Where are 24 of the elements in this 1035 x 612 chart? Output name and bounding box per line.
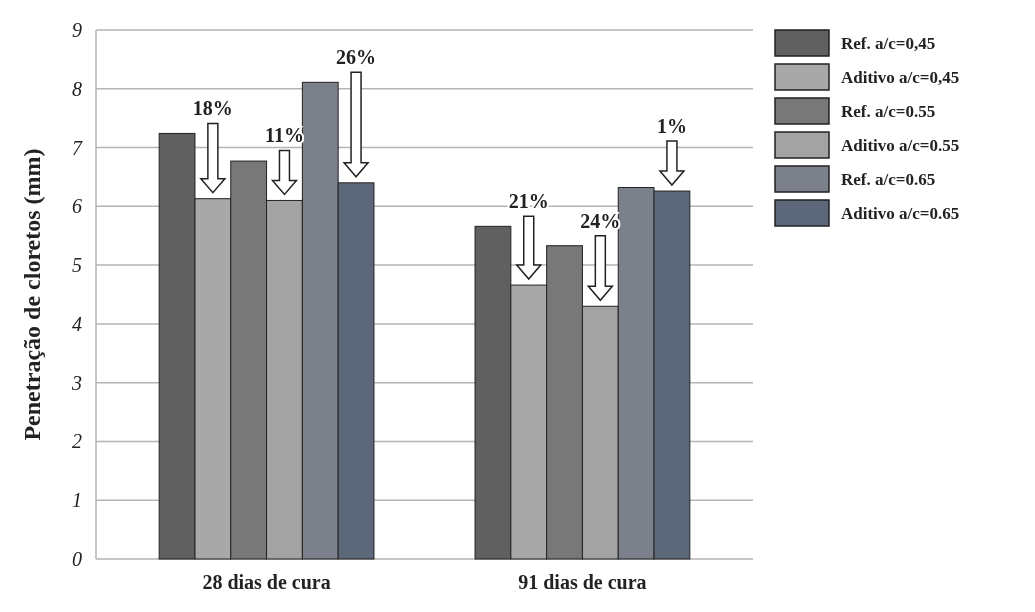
y-tick-label: 8 <box>72 77 82 100</box>
y-tick-label: 9 <box>72 19 82 41</box>
y-axis-title: Penetração de cloretos (mm) <box>19 148 45 441</box>
x-tick-label: 91 dias de cura <box>518 571 647 593</box>
legend-label: Ref. a/c=0,45 <box>841 33 936 53</box>
y-tick-label: 6 <box>72 195 82 218</box>
annotation: 21% <box>508 190 549 213</box>
y-tick-label: 1 <box>72 489 82 512</box>
legend-label: Aditivo a/c=0.65 <box>841 203 960 223</box>
y-tick-label: 3 <box>71 371 82 394</box>
y-tick-label: 7 <box>72 136 83 159</box>
legend-label: Aditivo a/c=0,45 <box>841 67 960 87</box>
x-tick-label: 28 dias de cura <box>202 571 331 593</box>
y-tick-label: 0 <box>72 548 82 570</box>
legend-label: Ref. a/c=0.65 <box>841 169 936 189</box>
y-tick-label: 2 <box>72 430 82 453</box>
annotation: 26% <box>336 46 377 69</box>
annotation: 18% <box>192 97 233 120</box>
annotation: 1% <box>656 115 687 138</box>
y-tick-label: 5 <box>72 254 82 277</box>
annotation: 11% <box>265 124 304 147</box>
legend-label: Ref. a/c=0.55 <box>841 101 936 121</box>
legend-label: Aditivo a/c=0.55 <box>841 135 960 155</box>
y-tick-label: 4 <box>72 312 82 335</box>
